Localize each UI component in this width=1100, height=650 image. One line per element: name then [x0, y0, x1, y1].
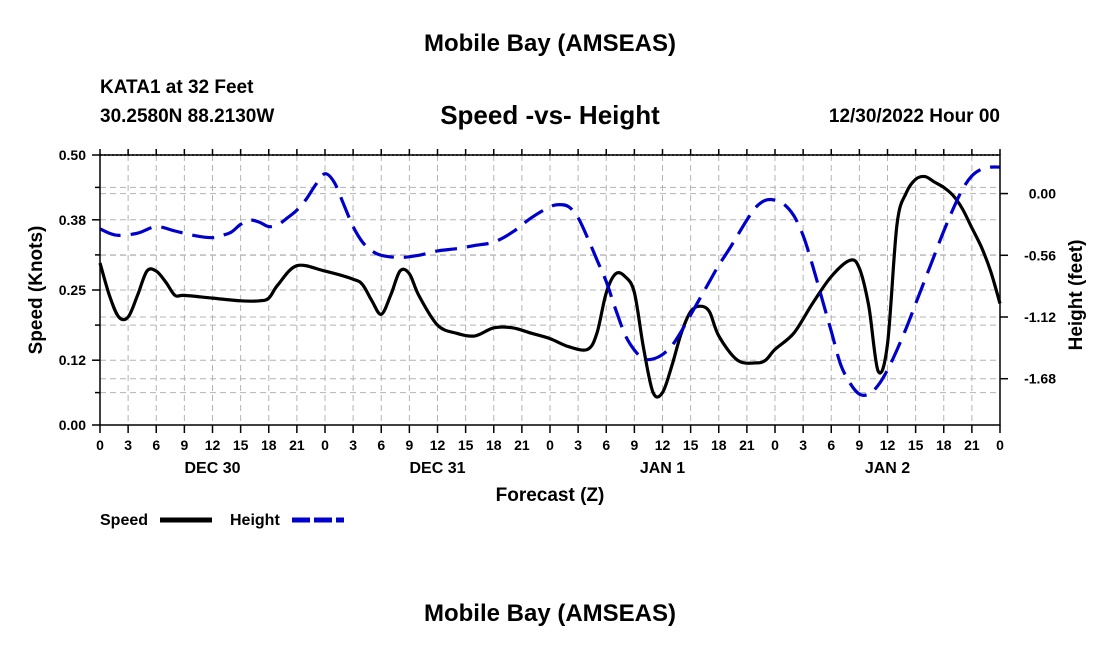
x-tick-label: 18 — [711, 437, 727, 453]
x-tick-label: 6 — [377, 437, 385, 453]
station-coordinates: 30.2580N 88.2130W — [100, 106, 275, 127]
x-tick-label: 0 — [321, 437, 329, 453]
footer-title: Mobile Bay (AMSEAS) — [423, 600, 677, 627]
y-tick-label: 0.00 — [59, 417, 86, 433]
x-axis-title: Forecast (Z) — [496, 485, 605, 506]
x-tick-label: 18 — [261, 437, 277, 453]
date-label: JAN 1 — [640, 460, 685, 477]
grid-lines — [100, 155, 1000, 425]
x-tick-label: 15 — [908, 437, 924, 453]
x-tick-label: 12 — [430, 437, 446, 453]
x-tick-label: 9 — [180, 437, 188, 453]
y2-tick-label: -1.68 — [1024, 371, 1056, 387]
y-tick-label: 0.25 — [59, 282, 86, 298]
x-tick-label: 15 — [683, 437, 699, 453]
x-tick-label: 15 — [233, 437, 249, 453]
axis-labels: 0 3 6 9 12 15 18 21 0 3 6 9 12 15 18 21 0 3 6 9 12 15 18 21 0 3 6 9… — [26, 147, 1087, 506]
x-tick-label: 21 — [964, 437, 980, 453]
station-label: KATA1 at 32 Feet — [100, 77, 254, 98]
x-tick-label: 0 — [996, 437, 1004, 453]
x-tick-label: 3 — [799, 437, 807, 453]
x-tick-label: 18 — [936, 437, 952, 453]
series-lines — [98, 165, 1002, 399]
legend: Speed Height — [100, 512, 344, 529]
x-tick-label: 9 — [405, 437, 413, 453]
date-label: DEC 30 — [184, 460, 240, 477]
date-label: DEC 31 — [409, 460, 465, 477]
x-tick-label: 21 — [739, 437, 755, 453]
x-tick-label: 6 — [152, 437, 160, 453]
x-tick-label: 21 — [514, 437, 530, 453]
x-tick-label: 18 — [486, 437, 502, 453]
x-tick-label: 0 — [96, 437, 104, 453]
y-tick-label: 0.12 — [59, 352, 86, 368]
x-tick-label: 9 — [630, 437, 638, 453]
x-tick-label: 0 — [546, 437, 554, 453]
x-tick-label: 21 — [289, 437, 305, 453]
series-line-height — [99, 165, 1001, 397]
legend-label-speed: Speed — [100, 512, 148, 529]
y2-tick-label: 0.00 — [1029, 186, 1056, 202]
x-tick-label: 3 — [574, 437, 582, 453]
issued-time: 12/30/2022 Hour 00 — [828, 106, 1000, 127]
chart-title: Speed -vs- Height — [440, 100, 660, 130]
y2-axis-title: Height (feet) — [1066, 240, 1087, 351]
x-tick-label: 3 — [349, 437, 357, 453]
main-title: Mobile Bay (AMSEAS) — [423, 30, 677, 57]
legend-label-height: Height — [230, 512, 280, 529]
x-tick-label: 0 — [771, 437, 779, 453]
y2-tick-label: -1.12 — [1024, 309, 1056, 325]
x-tick-label: 6 — [827, 437, 835, 453]
y2-tick-label: -0.56 — [1024, 247, 1056, 263]
x-tick-label: 15 — [458, 437, 474, 453]
series-line-speed — [98, 174, 1002, 399]
x-tick-label: 12 — [205, 437, 221, 453]
x-tick-label: 12 — [880, 437, 896, 453]
axes — [92, 149, 1008, 433]
y-tick-label: 0.38 — [59, 212, 86, 228]
x-tick-label: 3 — [124, 437, 132, 453]
date-label: JAN 2 — [865, 460, 910, 477]
x-tick-label: 9 — [855, 437, 863, 453]
y-tick-label: 0.50 — [59, 147, 86, 163]
y-axis-title: Speed (Knots) — [26, 226, 47, 355]
x-tick-label: 6 — [602, 437, 610, 453]
x-tick-label: 12 — [655, 437, 671, 453]
